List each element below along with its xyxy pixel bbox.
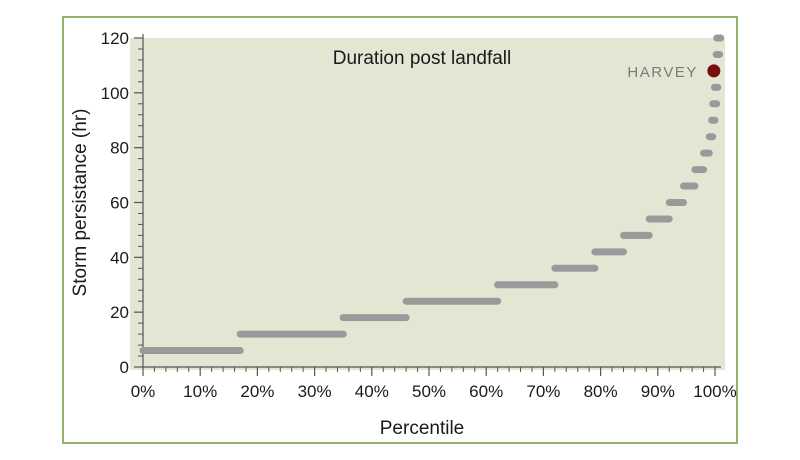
y-tick-label: 120 xyxy=(101,29,129,48)
x-tick-label: 0% xyxy=(131,382,156,401)
y-tick-label: 60 xyxy=(110,194,129,213)
x-tick-label: 40% xyxy=(355,382,389,401)
y-tick-label: 40 xyxy=(110,248,129,267)
y-tick-label: 20 xyxy=(110,303,129,322)
y-tick-label: 100 xyxy=(101,84,129,103)
x-tick-label: 10% xyxy=(183,382,217,401)
data-marks: HARVEY xyxy=(139,34,725,355)
x-tick-label: 80% xyxy=(584,382,618,401)
x-tick-label: 100% xyxy=(693,382,736,401)
x-tick-label: 30% xyxy=(298,382,332,401)
x-tick-label: 90% xyxy=(641,382,675,401)
x-axis-title: Percentile xyxy=(380,418,465,439)
x-tick-label: 20% xyxy=(240,382,274,401)
x-tick-label: 70% xyxy=(526,382,560,401)
harvey-label: HARVEY xyxy=(627,64,697,81)
plot-background xyxy=(130,38,725,370)
chart-title: Duration post landfall xyxy=(333,48,512,69)
y-axis-title: Storm persistance (hr) xyxy=(70,109,91,297)
y-tick-label: 0 xyxy=(120,358,129,377)
x-tick-label: 50% xyxy=(412,382,446,401)
harvey-point xyxy=(707,64,721,78)
axes: 0 20 40 60 80 100 120 0% 10% 20% 30% 40% 50% 60% 70% 80… xyxy=(101,29,737,401)
y-tick-label: 80 xyxy=(110,139,129,158)
x-tick-label: 60% xyxy=(469,382,503,401)
